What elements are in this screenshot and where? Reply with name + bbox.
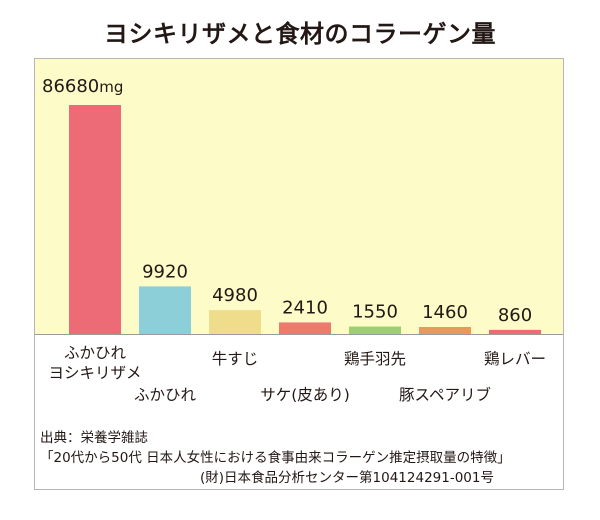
source-line-1: 出典：栄養学雑誌 [40, 430, 148, 446]
category-label-2: ふかひれ [133, 386, 197, 404]
source-line-2: 「20代から50代 日本人女性における食事由来コラーゲン推定摂取量の特徴」 [40, 450, 511, 466]
category-label-4: サケ(皮あり) [260, 386, 350, 404]
category-label-7: 鶏レバー [483, 350, 547, 368]
category-label-5: 鶏手羽先 [343, 350, 407, 368]
bar-1 [69, 105, 121, 334]
chart-title: ヨシキリザメと食材のコラーゲン量 [104, 20, 496, 48]
bar-chart: 86680mg 9920 4980 2410 1550 1460 860 [42, 76, 541, 334]
value-label-6: 1460 [422, 302, 468, 323]
plot-area [35, 59, 563, 335]
value-label-4: 2410 [282, 297, 328, 318]
category-label-1: ふかひれ ヨシキリザメ [48, 344, 142, 382]
bar-2 [139, 286, 191, 334]
bar-7 [489, 329, 541, 334]
value-label-1: 86680mg [42, 76, 123, 97]
value-label-7: 860 [498, 305, 532, 326]
source-line-3: (財)日本食品分析センター第104124291-001号 [200, 470, 494, 486]
value-label-5: 1550 [352, 302, 398, 323]
category-label-3: 牛すじ [211, 350, 259, 368]
bar-4 [279, 322, 331, 334]
category-label-6: 豚スペアリブ [399, 386, 491, 404]
bar-5 [349, 326, 401, 334]
bar-3 [209, 310, 261, 334]
value-label-2: 9920 [142, 261, 188, 282]
unit-label: mg [99, 78, 123, 96]
chart-frame [34, 58, 564, 490]
bar-6 [419, 326, 471, 334]
value-label-3: 4980 [212, 285, 258, 306]
